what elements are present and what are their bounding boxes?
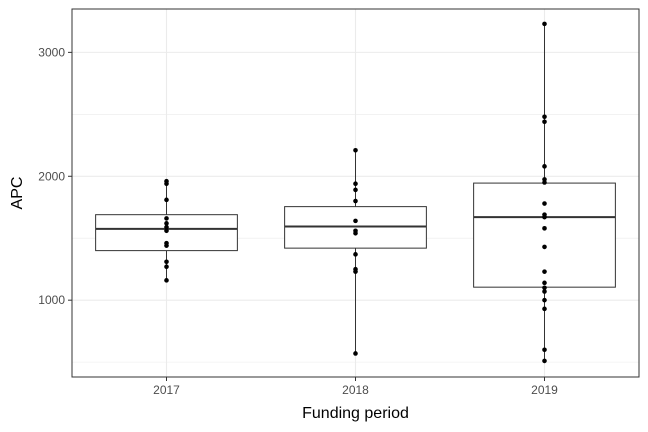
data-point [542,164,547,169]
x-axis-title: Funding period [302,405,409,422]
data-point [542,226,547,231]
x-tick-label: 2019 [531,383,558,397]
data-point [164,259,169,265]
data-point [542,285,547,291]
y-tick-label: 2000 [38,169,65,183]
data-points [164,21,547,364]
data-point [164,221,169,226]
data-point [542,269,547,274]
data-point [542,347,547,353]
data-point [164,197,169,203]
data-point [542,244,547,250]
data-point [353,252,358,257]
data-point [542,214,547,220]
data-point [353,181,358,187]
data-point [542,119,547,125]
y-tick-label: 1000 [38,293,65,307]
data-point [542,280,547,286]
data-point [353,187,358,193]
x-tick-label: 2017 [153,383,180,397]
y-axis-title: APC [9,177,26,210]
data-point [353,351,358,356]
data-point [542,297,547,303]
x-tick-label: 2018 [342,383,369,397]
data-point [164,181,169,187]
data-point [542,289,547,294]
data-point [353,230,358,236]
axis-ticks: 1000 2000 3000 2017 2018 2019 [38,45,558,397]
data-point [353,147,358,153]
data-point [164,264,169,270]
data-point [353,269,358,274]
data-point [542,358,547,364]
data-point [164,243,169,248]
data-point [542,114,547,120]
data-point [353,218,358,224]
data-point [542,21,547,27]
y-tick-label: 3000 [38,45,65,59]
data-point [164,224,169,230]
data-point [542,180,547,185]
data-point [542,306,547,312]
data-point [164,278,169,283]
data-point [353,198,358,204]
data-point [542,201,547,206]
data-point [164,216,169,221]
data-point [164,228,169,234]
